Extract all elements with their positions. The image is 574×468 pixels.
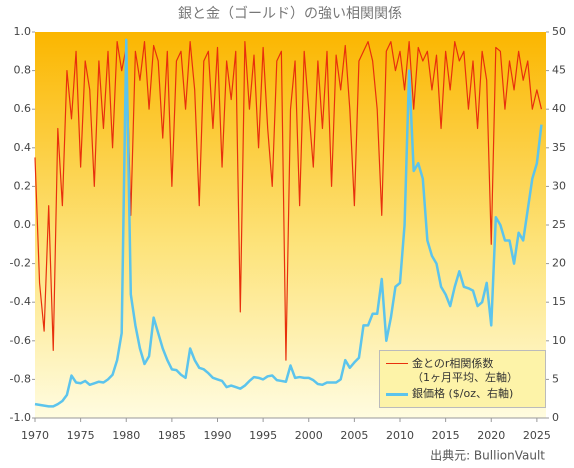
y2-tick-label: 30 <box>552 179 566 192</box>
x-tick-label: 2005 <box>340 429 368 442</box>
source: 出典元: BullionVault <box>430 449 545 463</box>
y-tick-label: 1.0 <box>14 25 32 38</box>
y2-tick-label: 15 <box>552 295 566 308</box>
legend-item: 金とのr相関係数 （1ヶ月平均、左軸） <box>386 357 539 385</box>
x-tick-label: 1975 <box>67 429 95 442</box>
y-tick-label: 0.6 <box>14 102 32 115</box>
series-line <box>34 38 543 408</box>
x-tick-label: 2015 <box>432 429 460 442</box>
legend-item: 銀価格 ($/oz、右軸) <box>386 387 539 401</box>
y2-tick-label: 40 <box>552 102 566 115</box>
legend-swatch <box>386 393 408 396</box>
x-tick-label: 1970 <box>21 429 49 442</box>
y2-tick-label: 20 <box>552 257 566 270</box>
x-tick-label: 2025 <box>523 429 551 442</box>
y2-tick-label: 35 <box>552 141 566 154</box>
y-tick-label: 0.4 <box>14 141 32 154</box>
y2-tick-label: 10 <box>552 334 566 347</box>
x-tick-label: 2020 <box>477 429 505 442</box>
x-tick-label: 1985 <box>158 429 186 442</box>
y-tick-label: -0.6 <box>10 334 31 347</box>
y2-tick-label: 5 <box>552 372 559 385</box>
y2-tick-label: 50 <box>552 25 566 38</box>
y-tick-label: -0.8 <box>10 372 31 385</box>
legend-label: 銀価格 ($/oz、右軸) <box>412 387 514 400</box>
legend-label: 金とのr相関係数 （1ヶ月平均、左軸） <box>412 357 518 384</box>
x-tick-label: 1990 <box>204 429 232 442</box>
x-tick-label: 1995 <box>249 429 277 442</box>
y-tick-label: 0.0 <box>14 218 32 231</box>
y2-tick-label: 45 <box>552 64 566 77</box>
y-tick-label: 0.8 <box>14 64 32 77</box>
chart-title: 銀と金（ゴールド）の強い相関関係 <box>178 5 402 22</box>
y2-tick-label: 0 <box>552 411 559 424</box>
y-tick-label: -0.4 <box>10 295 31 308</box>
y-tick-label: -0.2 <box>10 257 31 270</box>
y-tick-label: 0.2 <box>14 179 32 192</box>
x-tick-label: 1980 <box>112 429 140 442</box>
y-tick-label: -1.0 <box>10 411 31 424</box>
legend: 金とのr相関係数 （1ヶ月平均、左軸） 銀価格 ($/oz、右軸) <box>379 350 546 408</box>
legend-swatch <box>386 363 408 364</box>
y2-tick-label: 25 <box>552 218 566 231</box>
x-tick-label: 2010 <box>386 429 414 442</box>
series-line <box>34 41 543 361</box>
x-tick-label: 2000 <box>295 429 323 442</box>
